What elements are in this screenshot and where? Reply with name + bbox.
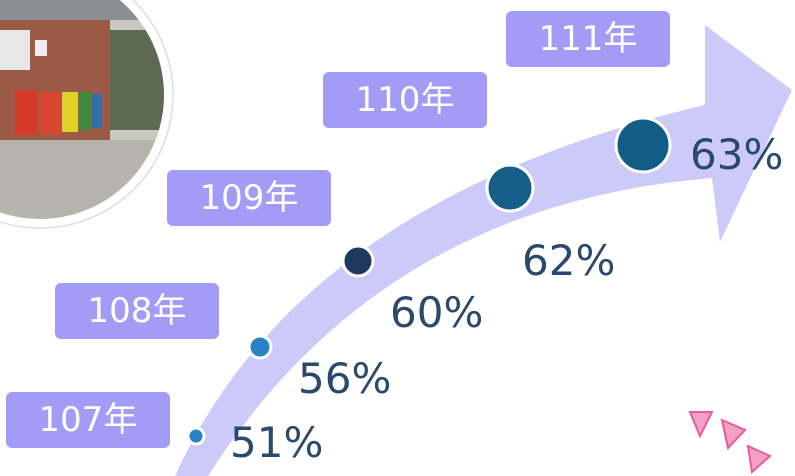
percent: 56% (298, 356, 391, 402)
dot (487, 165, 533, 211)
year-label: 111年 (506, 11, 670, 67)
year-label: 109年 (167, 170, 331, 226)
dot (343, 246, 373, 276)
year-label: 110年 (323, 72, 487, 128)
percent: 60% (390, 290, 483, 336)
percent: 63% (690, 132, 783, 178)
dot (249, 336, 271, 358)
percent: 51% (230, 420, 323, 466)
dot (616, 118, 670, 172)
decoration (690, 412, 770, 472)
year-label: 107年 (6, 392, 170, 448)
dot (188, 428, 204, 444)
percent: 62% (522, 238, 615, 284)
year-label: 108年 (55, 283, 219, 339)
infographic: 107年 108年 109年 110年 111年 51% 56% 60% 62%… (0, 0, 795, 476)
photo (0, 0, 170, 240)
